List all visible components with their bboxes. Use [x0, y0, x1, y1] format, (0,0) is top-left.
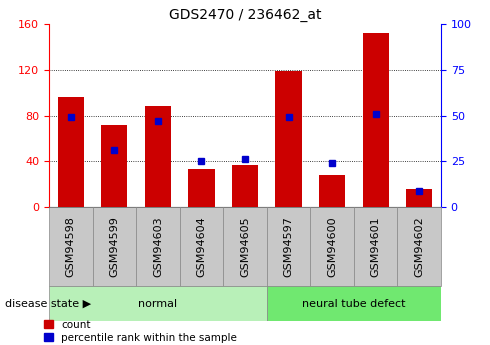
Bar	[310, 207, 354, 286]
Bar	[145, 106, 171, 207]
Text: GSM94601: GSM94601	[370, 216, 381, 277]
Bar	[267, 286, 441, 321]
Text: GSM94600: GSM94600	[327, 216, 337, 277]
Bar	[232, 165, 258, 207]
Bar	[267, 207, 310, 286]
Bar	[354, 207, 397, 286]
Text: GSM94598: GSM94598	[66, 216, 76, 277]
Text: GSM94602: GSM94602	[414, 216, 424, 277]
Text: GSM94603: GSM94603	[153, 216, 163, 277]
Bar	[58, 97, 84, 207]
Bar	[101, 125, 127, 207]
Bar	[406, 189, 432, 207]
Bar	[397, 207, 441, 286]
Bar	[180, 207, 223, 286]
Bar	[93, 207, 136, 286]
Bar	[363, 33, 389, 207]
Legend: count, percentile rank within the sample: count, percentile rank within the sample	[45, 319, 237, 343]
Bar	[223, 207, 267, 286]
Text: GSM94599: GSM94599	[109, 216, 120, 277]
Text: GSM94597: GSM94597	[284, 216, 294, 277]
Bar	[188, 169, 215, 207]
Bar	[136, 207, 180, 286]
Text: neural tube defect: neural tube defect	[302, 299, 406, 308]
Text: GSM94604: GSM94604	[196, 216, 206, 277]
Text: normal: normal	[138, 299, 177, 308]
Bar	[319, 175, 345, 207]
Text: GSM94605: GSM94605	[240, 216, 250, 277]
Text: disease state ▶: disease state ▶	[5, 299, 91, 308]
Bar	[49, 286, 267, 321]
Title: GDS2470 / 236462_at: GDS2470 / 236462_at	[169, 8, 321, 22]
Bar	[275, 71, 302, 207]
Bar	[49, 207, 93, 286]
